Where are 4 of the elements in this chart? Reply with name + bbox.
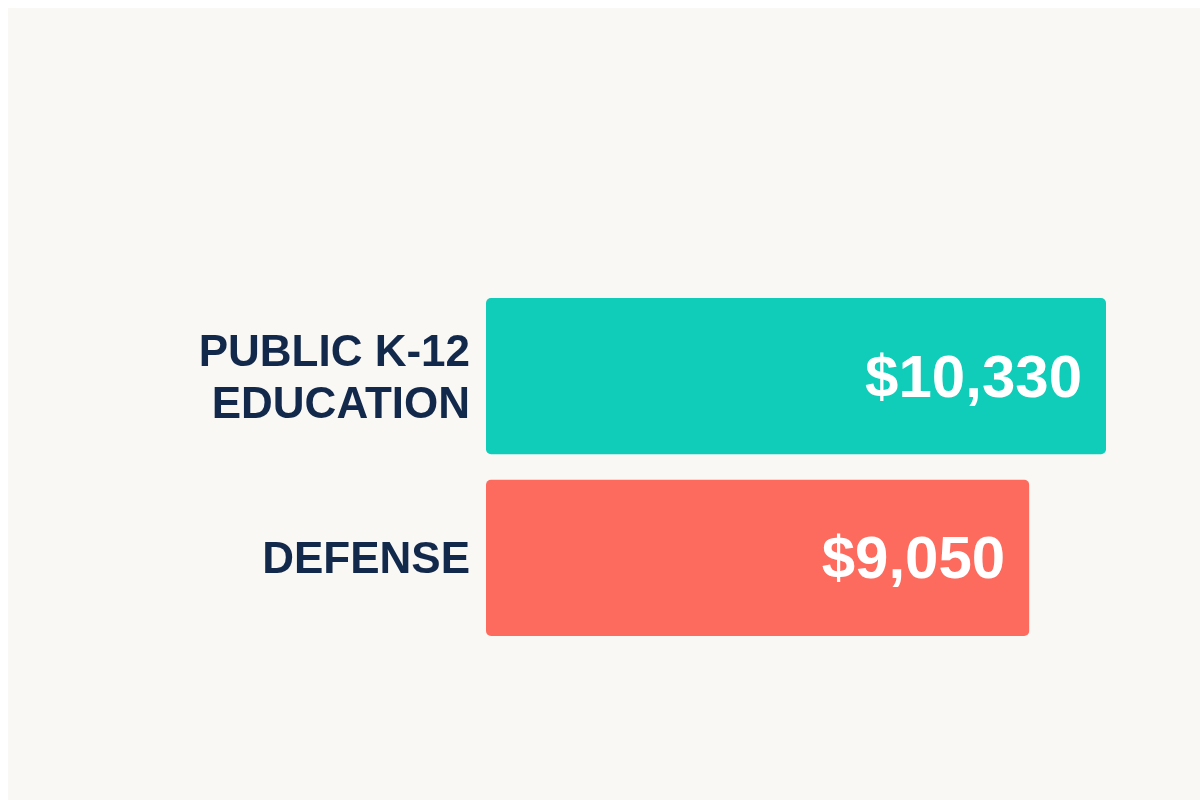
y-tick-label: PUBLIC K-12 EDUCATION [198,325,470,427]
data-label: $9,050 [821,524,1006,592]
y-tick-label: DEFENSE [262,533,470,583]
data-label: $10,330 [865,342,1082,410]
